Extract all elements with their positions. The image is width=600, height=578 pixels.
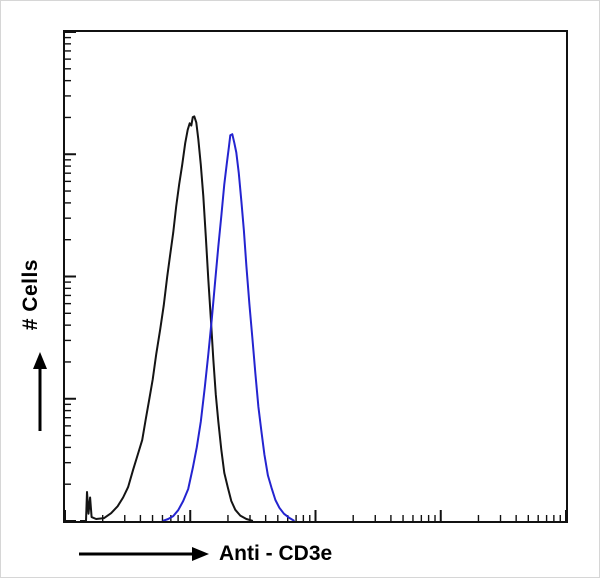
histogram-plot-canvas (65, 32, 566, 521)
black-curve (80, 115, 254, 521)
x-axis-arrow-icon (79, 547, 209, 561)
x-axis-label: Anti - CD3e (219, 542, 333, 565)
y-axis-arrow-icon (33, 352, 47, 431)
x-axis-caption: Anti - CD3e (77, 542, 332, 566)
blue-curve (162, 133, 296, 521)
y-axis-label: # Cells (19, 259, 42, 331)
plot-area (63, 30, 568, 523)
